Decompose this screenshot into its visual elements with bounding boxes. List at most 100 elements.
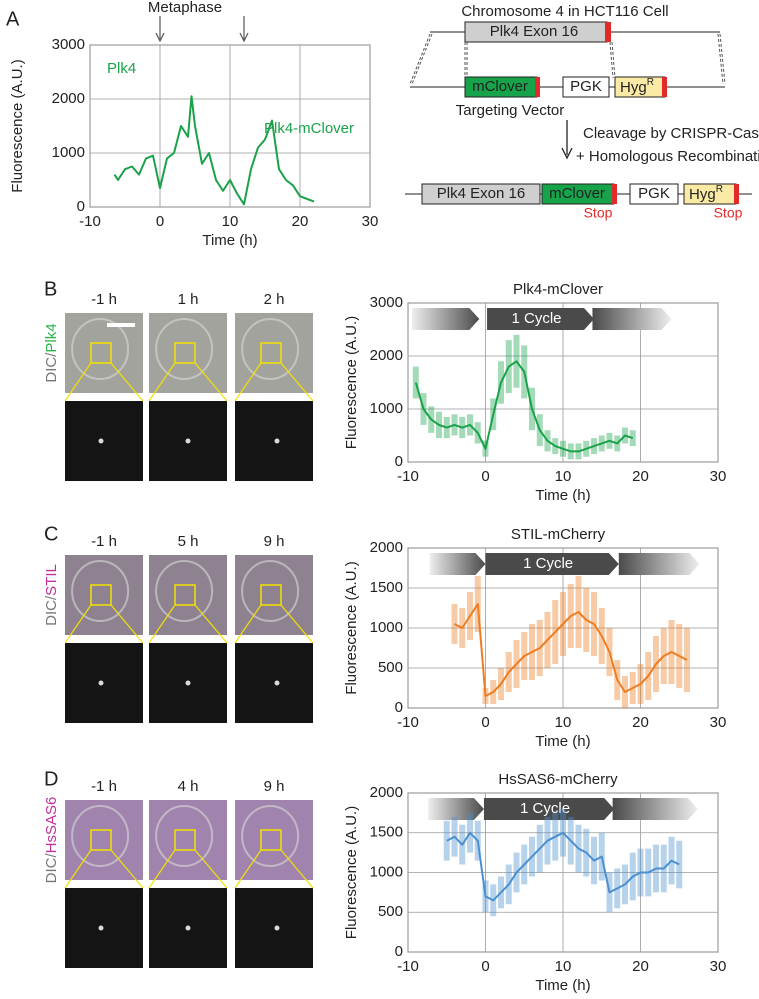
roi-line (234, 849, 262, 889)
panel-label: A (6, 8, 20, 30)
dic-image (149, 800, 227, 880)
x-tick-label: 0 (481, 714, 489, 731)
roi-line (194, 604, 228, 644)
y-tick-label: 1000 (370, 400, 403, 417)
tag-label: mClover (472, 78, 528, 95)
event-arrow-head (239, 32, 249, 43)
marker-name: Hyg (620, 79, 647, 96)
roi-line (234, 362, 262, 402)
stain-name: DIC/ (43, 595, 60, 626)
y-tick-label: 2000 (370, 784, 403, 801)
promoter-label: PGK (570, 78, 602, 95)
stain-name: DIC/ (43, 352, 60, 383)
roi-line (280, 849, 314, 889)
x-tick-label: 10 (555, 714, 572, 731)
spot (98, 925, 104, 931)
stain-label: DIC/HsSAS6 (43, 797, 60, 884)
line-label: Plk4-mClover (264, 120, 354, 137)
cell-outline (241, 318, 300, 380)
marker-name: STIL (43, 564, 60, 596)
dic-image (149, 313, 227, 393)
roi-box (174, 342, 196, 364)
spot (185, 680, 191, 686)
roi-line (234, 604, 262, 644)
x-tick-label: 20 (632, 714, 649, 731)
y-tick-label: 3000 (52, 36, 85, 53)
roi-line (64, 362, 92, 402)
marker-name: Hyg (689, 186, 716, 203)
time-label: 5 h (178, 533, 199, 550)
roi-box (174, 584, 196, 606)
diagram-title: Chromosome 4 in HCT116 Cell (461, 3, 668, 20)
marker-name: HsSAS6 (43, 797, 60, 854)
dic-image (65, 555, 143, 635)
x-tick-label: -10 (397, 468, 419, 485)
y-tick-label: 1500 (370, 824, 403, 841)
x-tick-label: 30 (710, 958, 727, 975)
x-tick-label: -10 (397, 958, 419, 975)
stain-label: DIC/Plk4 (43, 323, 60, 382)
cycle-arrow (592, 308, 672, 330)
y-tick-label: 500 (378, 659, 403, 676)
step-label: Cleavage by CRISPR-Cas9 (583, 125, 759, 142)
roi-box (260, 342, 282, 364)
roi-box (260, 584, 282, 606)
vector-label: Targeting Vector (456, 102, 564, 119)
cell-outline (71, 805, 130, 867)
x-axis-label: Time (h) (535, 733, 590, 750)
y-tick-label: 0 (395, 453, 403, 470)
data-line (113, 95, 315, 206)
roi-line (280, 604, 314, 644)
x-tick-label: 30 (362, 213, 379, 230)
x-tick-label: -10 (79, 213, 101, 230)
time-label: -1 h (91, 778, 117, 795)
data-line (446, 831, 680, 902)
y-tick-label: 3000 (370, 294, 403, 311)
roi-box (90, 584, 112, 606)
x-axis-label: Time (h) (535, 487, 590, 504)
marker-label: Plk4 (107, 60, 136, 77)
x-tick-label: 0 (481, 468, 489, 485)
stain-label: DIC/STIL (43, 564, 60, 626)
y-tick-label: 1500 (370, 579, 403, 596)
spot (274, 438, 280, 444)
spot (274, 925, 280, 931)
roi-line (148, 849, 176, 889)
exon-label: Plk4 Exon 16 (490, 23, 578, 40)
x-tick-label: 20 (292, 213, 309, 230)
x-axis-label: Time (h) (202, 232, 257, 249)
roi-line (194, 849, 228, 889)
event-arrow-head (155, 32, 165, 43)
x-tick-label: -10 (397, 714, 419, 731)
cycle-arrow (485, 553, 619, 575)
roi-line (194, 362, 228, 402)
spot (185, 925, 191, 931)
dic-image (235, 555, 313, 635)
cycle-arrow (612, 798, 698, 820)
dic-image (235, 313, 313, 393)
cell-outline (155, 560, 214, 622)
x-tick-label: 30 (710, 468, 727, 485)
roi-line (110, 849, 144, 889)
roi-line (280, 362, 314, 402)
stop-label: Stop (584, 205, 613, 221)
tag-label: mClover (549, 185, 605, 202)
marker-sup: R (716, 184, 723, 195)
chart-title: HsSAS6-mCherry (498, 771, 618, 788)
y-tick-label: 0 (77, 198, 85, 215)
x-tick-label: 10 (555, 958, 572, 975)
y-axis-label: Fluorescence (A.U.) (343, 561, 360, 694)
x-tick-label: 10 (555, 468, 572, 485)
roi-line (110, 604, 144, 644)
exon-label: Plk4 Exon 16 (437, 185, 525, 202)
promoter-label: PGK (638, 185, 670, 202)
scale-bar (107, 323, 135, 327)
x-tick-label: 0 (481, 958, 489, 975)
dic-image (65, 800, 143, 880)
cell-outline (241, 560, 300, 622)
y-axis-label: Fluorescence (A.U.) (343, 316, 360, 449)
cell-outline (155, 805, 214, 867)
cycle-label: 1 Cycle (523, 555, 573, 572)
chart-title: STIL-mCherry (511, 526, 606, 543)
